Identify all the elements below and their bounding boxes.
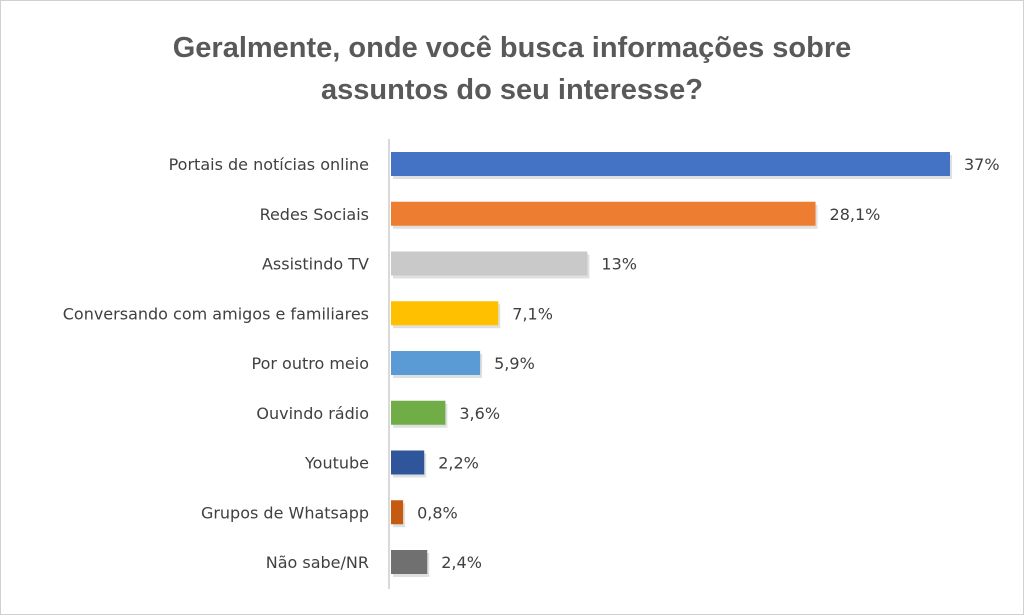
bar [391, 351, 481, 375]
category-label: Ouvindo rádio [256, 404, 369, 423]
data-label: 2,4% [441, 553, 482, 572]
bar [391, 201, 816, 226]
bar [391, 152, 950, 176]
category-label: Grupos de Whatsapp [201, 503, 369, 522]
data-label: 0,8% [417, 503, 458, 522]
bar [391, 400, 446, 425]
data-label: 3,6% [459, 404, 500, 423]
bar [391, 550, 428, 574]
category-label: Não sabe/NR [266, 553, 369, 572]
data-label: 7,1% [512, 304, 553, 323]
chart-title-line-2: assuntos do seu interesse? [321, 74, 703, 106]
category-label: Redes Sociais [260, 205, 369, 224]
data-label: 37% [964, 155, 1000, 174]
bar [391, 450, 425, 475]
category-label: Assistindo TV [262, 255, 369, 274]
bar [391, 301, 499, 326]
bar [391, 251, 588, 276]
category-label: Youtube [304, 454, 369, 473]
category-label: Portais de notícias online [169, 155, 369, 174]
category-label: Por outro meio [252, 354, 370, 373]
data-label: 28,1% [830, 205, 881, 224]
data-label: 13% [601, 255, 637, 274]
category-label: Conversando com amigos e familiares [63, 304, 369, 323]
bar [391, 500, 404, 525]
data-label: 2,2% [438, 454, 479, 473]
chart-title-line-1: Geralmente, onde você busca informações … [173, 32, 852, 64]
data-label: 5,9% [494, 354, 535, 373]
